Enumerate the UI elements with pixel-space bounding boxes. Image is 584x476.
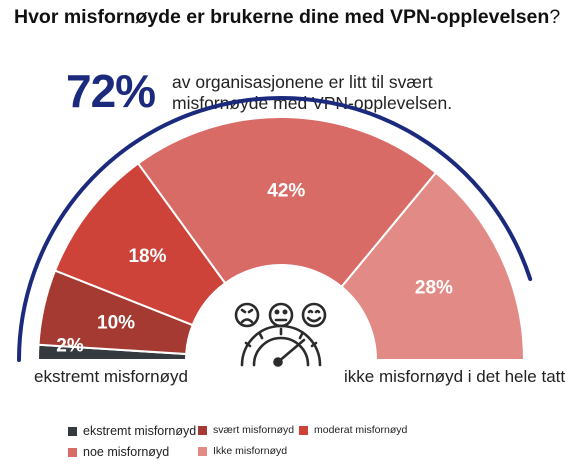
data-label-ikke: 28% <box>415 278 453 299</box>
data-label-svaert: 10% <box>97 313 135 334</box>
gauge-with-faces-icon <box>234 302 327 367</box>
highlight-description: av organisasjonene er litt til svært mis… <box>172 72 453 113</box>
segment-ikke <box>340 171 526 361</box>
chart-title-text: Hvor misfornøyde er brukerne dine med VP… <box>14 6 550 28</box>
chart-title: Hvor misfornøyde er brukerne dine med VP… <box>14 6 560 29</box>
outer-accent-arc <box>17 96 533 362</box>
gauge-data-labels: 2% 10% 18% 42% 28% <box>56 181 453 357</box>
segment-noe <box>136 116 438 289</box>
data-label-noe: 42% <box>267 181 305 202</box>
chart-title-suffix: ? <box>549 6 561 28</box>
gauge-segments <box>36 116 526 361</box>
left-end-label: ekstremt misfornøyd <box>34 367 188 386</box>
data-label-ekstremt: 2% <box>56 336 84 357</box>
data-label-moderat: 18% <box>128 246 166 267</box>
right-end-label: ikke misfornøyd i det hele tatt <box>344 367 566 386</box>
highlight-percentage: 72% <box>66 65 156 117</box>
